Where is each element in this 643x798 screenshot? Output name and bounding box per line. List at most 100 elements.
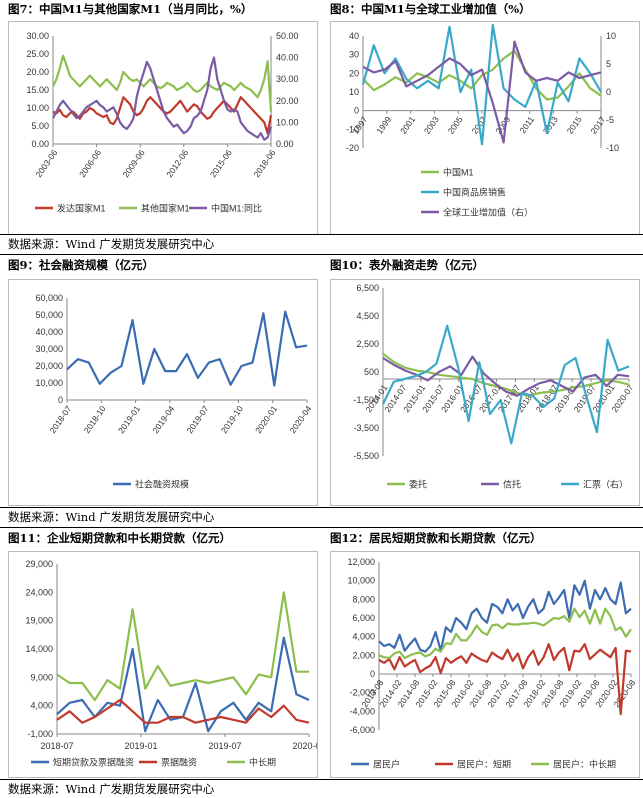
series-line bbox=[52, 56, 273, 141]
y-tick-label: 500 bbox=[364, 367, 379, 377]
series-line bbox=[382, 324, 630, 445]
legend-label: 居民户：短期 bbox=[457, 759, 511, 770]
y-tick-label: 0 bbox=[58, 395, 63, 405]
chart-8-svg: -20 -10 0 10 20 30 40 -10 -5 0 5 10 1997 1999 2001 2003… bbox=[346, 23, 619, 218]
x-tick-label: 2019-07 bbox=[208, 741, 241, 751]
y-tick-label: 50,000 bbox=[35, 310, 63, 320]
y-tick-label: 30.00 bbox=[26, 31, 49, 41]
source-note: 数据来源：Wind 广发期货发展研究中心 bbox=[8, 237, 215, 251]
legend-label: 票据融资 bbox=[161, 757, 197, 768]
y-tick-label: 29,000 bbox=[25, 559, 53, 569]
chart-panel-12: 图12：居民短期贷款和长期贷款（亿元） -6,000 -4,000 -2,000 0 2… bbox=[322, 529, 643, 778]
x-tick-label: 2019-10 bbox=[219, 404, 245, 436]
x-tick-label: 2018-06 bbox=[251, 148, 277, 180]
chart-title: 图11：企业短期贷款和中长期贷款（亿元） bbox=[8, 531, 232, 545]
x-tick-label: 2011 bbox=[517, 114, 536, 135]
y-tick-label: 40,000 bbox=[35, 327, 63, 337]
y-tick-label: 2,500 bbox=[356, 339, 379, 349]
chart-10-svg: -5,500-3,500-1,5005002,5004,5006,5002014… bbox=[353, 283, 635, 490]
y-tick-label: -3,500 bbox=[353, 423, 379, 433]
x-tick-label: 2017 bbox=[588, 114, 607, 135]
y-tick-label: -5,500 bbox=[353, 451, 379, 461]
chart-title: 图9：社会融资规模（亿元） bbox=[8, 258, 155, 272]
chart-12-svg: -6,000 -4,000 -2,000 0 2,000 4,000 6,000 8,000 1… bbox=[347, 557, 637, 770]
chart-title: 图10：表外融资走势（亿元） bbox=[330, 258, 485, 272]
x-tick-label: 2019-04 bbox=[150, 404, 176, 436]
y-tick-label: 4,000 bbox=[352, 632, 375, 642]
y-tick-label: 0.00 bbox=[31, 139, 49, 149]
series-line bbox=[361, 23, 602, 146]
series-line bbox=[382, 355, 630, 397]
legend-label: 其他国家M1 bbox=[141, 203, 190, 214]
x-tick-label: 2003-06 bbox=[33, 148, 59, 180]
x-tick-label: 2020-04 bbox=[287, 404, 313, 436]
y-tick-label: 60,000 bbox=[35, 293, 63, 303]
x-tick-label: 2019-01 bbox=[124, 741, 157, 751]
chart-frame: -20 -10 0 10 20 30 40 -10 -5 0 5 10 1997 1999 2001 2003… bbox=[330, 21, 640, 235]
y-tick-label: 20.00 bbox=[26, 67, 49, 77]
chart-panel-7: 图7：中国M1与其他国家M1（当月同比，%） 0.00 5.00 10.00 15.0… bbox=[0, 0, 321, 235]
series-line bbox=[52, 54, 273, 112]
y2-tick-label: 5 bbox=[606, 59, 611, 69]
legend-label: 居民户：中长期 bbox=[553, 759, 616, 770]
y-tick-label: 4,000 bbox=[30, 701, 53, 711]
x-tick-label: 2019-07 bbox=[185, 404, 211, 436]
y-tick-label: 40 bbox=[349, 31, 359, 41]
chart-title: 图12：居民短期贷款和长期贷款（亿元） bbox=[330, 531, 542, 545]
y-tick-label: 10.00 bbox=[26, 103, 49, 113]
y-tick-label: 12,000 bbox=[347, 557, 375, 567]
y-tick-label: -6,000 bbox=[349, 725, 375, 735]
legend-label: 社会融资规模 bbox=[135, 479, 189, 490]
y2-tick-label: 40.00 bbox=[276, 53, 299, 63]
chart-panel-11: 图11：企业短期贷款和中长期贷款（亿元） -1,000 4,000 9,000 14,… bbox=[0, 529, 326, 778]
chart-9-svg: 0 10,000 20,000 30,000 40,000 50,000 60,000 201… bbox=[35, 293, 313, 490]
x-tick-label: 2009-06 bbox=[121, 148, 147, 180]
series-line bbox=[378, 579, 632, 653]
chart-11-svg: -1,000 4,000 9,000 14,000 19,000 24,000 29,000… bbox=[25, 559, 325, 768]
section-divider bbox=[0, 779, 643, 780]
section-divider bbox=[0, 234, 643, 235]
chart-panel-8: 图8：中国M1与全球工业增加值（%） -20 -10 0 10 20 30 40 -10 -5 0… bbox=[322, 0, 643, 235]
y-tick-label: 6,500 bbox=[356, 283, 379, 293]
legend-label: 委托 bbox=[409, 479, 427, 490]
legend-label: 短期贷款及票据融资 bbox=[53, 757, 134, 768]
x-tick-label: 2018-10 bbox=[82, 404, 108, 436]
y-tick-label: 8,000 bbox=[352, 594, 375, 604]
y2-tick-label: -10 bbox=[606, 143, 619, 153]
y2-tick-label: 20.00 bbox=[276, 96, 299, 106]
chart-7-svg: 0.00 5.00 10.00 15.00 20.00 25.00 30.00 0.00 10.… bbox=[26, 31, 299, 214]
series-line bbox=[66, 310, 308, 387]
y-tick-label: 5.00 bbox=[31, 121, 49, 131]
y-tick-label: 24,000 bbox=[25, 587, 53, 597]
x-tick-label: 2019-01 bbox=[116, 404, 142, 436]
y2-tick-label: 30.00 bbox=[276, 74, 299, 84]
chart-frame: -5,500 -3,500 -1,500 500 2,500 4,500 6,500 2014… bbox=[330, 279, 640, 506]
y-tick-label: 19,000 bbox=[25, 616, 53, 626]
y-tick-label: 25.00 bbox=[26, 49, 49, 59]
x-tick-label: 2020-01 bbox=[292, 741, 317, 751]
series-line bbox=[382, 352, 630, 397]
legend-label: 全球工业增加值（右） bbox=[443, 207, 533, 218]
y-tick-label: 6,000 bbox=[352, 613, 375, 623]
legend-label: 中国M1 bbox=[443, 167, 474, 178]
y2-tick-label: 0 bbox=[606, 87, 611, 97]
series-line bbox=[362, 49, 602, 101]
section-divider bbox=[0, 527, 643, 528]
legend-label: 中国M1:同比 bbox=[211, 203, 262, 214]
y-tick-label: -10 bbox=[346, 124, 359, 134]
x-tick-label: 2012-06 bbox=[164, 148, 190, 180]
y-tick-label: 10 bbox=[349, 87, 359, 97]
legend-label: 发达国家M1 bbox=[57, 203, 106, 214]
y-tick-label: 10,000 bbox=[347, 576, 375, 586]
y2-tick-label: 10 bbox=[606, 31, 616, 41]
y2-tick-label: 10.00 bbox=[276, 117, 299, 127]
x-tick-label: 2018-07 bbox=[40, 741, 73, 751]
x-tick-label: 1997 bbox=[350, 114, 369, 135]
series-line bbox=[362, 40, 602, 144]
series-line bbox=[56, 698, 310, 724]
x-tick-label: 2001 bbox=[398, 114, 417, 135]
y2-tick-label: 0.00 bbox=[276, 139, 294, 149]
y-tick-label: -4,000 bbox=[349, 706, 375, 716]
series-line bbox=[56, 591, 309, 702]
chart-panel-10: 图10：表外融资走势（亿元） -5,500 -3,500 -1,500 500 2,50… bbox=[322, 256, 643, 506]
